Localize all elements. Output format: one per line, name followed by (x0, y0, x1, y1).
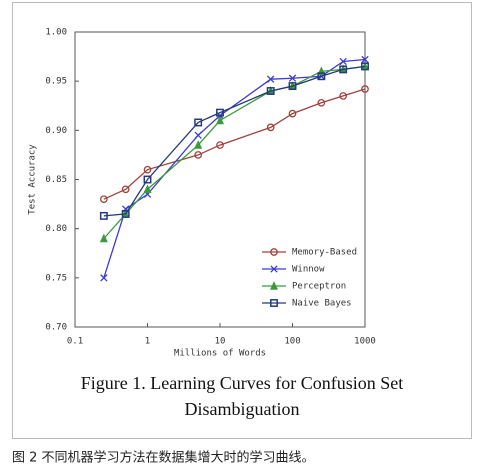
marker (317, 72, 326, 81)
marker (267, 75, 275, 83)
marker (288, 82, 297, 91)
marker (100, 274, 108, 282)
marker (143, 165, 152, 174)
marker (339, 57, 347, 66)
legend-label: Naive Bayes (292, 299, 352, 309)
marker (266, 87, 275, 95)
y-tick-label: 0.90 (45, 126, 67, 136)
marker (99, 211, 108, 220)
marker (270, 248, 278, 256)
x-tick-label: 10 (215, 337, 226, 347)
marker (143, 175, 152, 184)
y-tick-label: 1.00 (45, 28, 67, 38)
marker (361, 62, 369, 71)
y-tick-label: 0.85 (45, 175, 67, 185)
x-axis-label: Millions of Words (174, 349, 266, 359)
marker (194, 131, 202, 139)
y-tick-label: 0.80 (45, 224, 67, 234)
marker (317, 98, 326, 107)
marker (121, 209, 130, 218)
legend-label: Perceptron (292, 282, 346, 292)
marker (288, 74, 297, 82)
marker (143, 184, 152, 194)
x-tick-label: 1 (145, 337, 150, 347)
marker (216, 108, 224, 117)
series-line (103, 88, 366, 200)
y-tick-label: 0.75 (45, 273, 67, 283)
marker (216, 141, 224, 149)
marker (361, 85, 369, 93)
marker (100, 195, 108, 204)
marker (194, 151, 203, 159)
marker (288, 109, 297, 118)
marker (270, 281, 278, 290)
series-line (103, 65, 366, 239)
y-axis-label: Test Accuracy (28, 144, 38, 215)
marker (361, 55, 369, 64)
marker (339, 65, 348, 74)
marker (194, 118, 203, 127)
marker (121, 185, 130, 194)
marker (99, 233, 108, 243)
page-caption: 图 2 不同机器学习方法在数据集增大时的学习曲线。 (12, 450, 315, 466)
series-line (103, 65, 366, 217)
marker (216, 115, 224, 125)
x-tick-label: 1000 (354, 337, 376, 347)
figure-frame (12, 2, 472, 439)
y-tick-label: 0.95 (45, 77, 67, 87)
legend-label: Winnow (292, 265, 325, 275)
y-tick-label: 0.70 (45, 323, 67, 333)
marker (194, 140, 203, 149)
marker (270, 299, 278, 307)
figure-caption: Disambiguation (185, 399, 300, 419)
marker (270, 265, 278, 273)
legend-label: Memory-Based (292, 248, 357, 258)
x-tick-label: 0.1 (67, 337, 83, 347)
marker (339, 92, 348, 100)
x-tick-label: 100 (284, 337, 300, 347)
marker (266, 123, 275, 132)
figure-caption: Figure 1. Learning Curves for Confusion … (81, 373, 403, 393)
